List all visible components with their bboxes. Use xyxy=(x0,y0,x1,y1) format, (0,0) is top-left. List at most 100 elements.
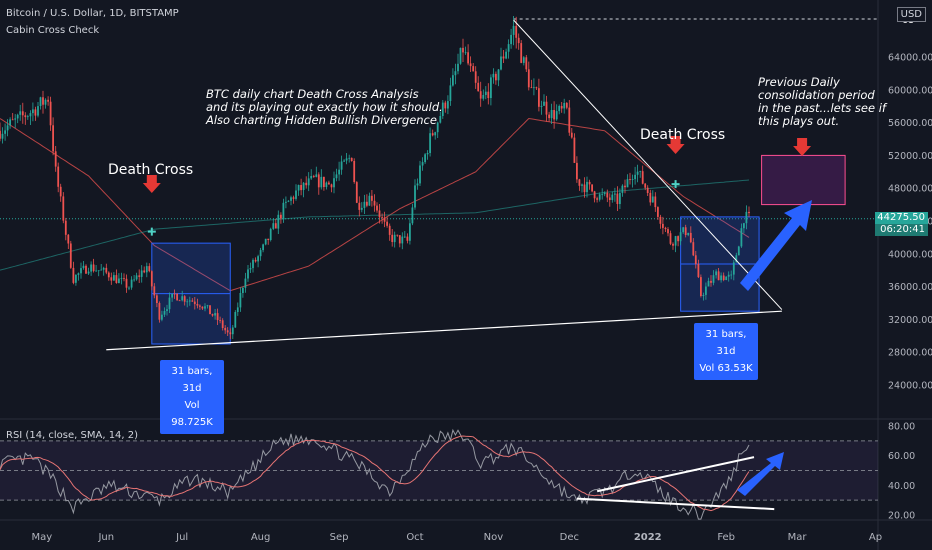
candle-down[interactable] xyxy=(578,179,581,186)
candle-down[interactable] xyxy=(657,207,659,217)
candle-down[interactable] xyxy=(583,184,586,193)
candle-up[interactable] xyxy=(543,101,545,106)
candle-up[interactable] xyxy=(95,270,97,272)
candle-up[interactable] xyxy=(639,171,642,172)
candle-up[interactable] xyxy=(745,211,748,224)
candle-down[interactable] xyxy=(305,182,308,186)
candle-down[interactable] xyxy=(47,99,49,102)
candle-up[interactable] xyxy=(128,287,130,289)
candle-down[interactable] xyxy=(221,320,224,328)
candlestick-series[interactable] xyxy=(0,16,750,339)
candle-down[interactable] xyxy=(689,232,692,243)
candle-up[interactable] xyxy=(614,193,616,195)
candle-down[interactable] xyxy=(125,278,128,288)
candle-up[interactable] xyxy=(447,101,449,109)
candle-down[interactable] xyxy=(553,110,555,120)
candle-up[interactable] xyxy=(631,179,634,180)
candle-up[interactable] xyxy=(188,300,191,302)
candle-down[interactable] xyxy=(477,82,480,92)
candle-up[interactable] xyxy=(674,236,677,246)
candle-down[interactable] xyxy=(502,56,505,59)
candle-up[interactable] xyxy=(533,87,535,89)
candle-down[interactable] xyxy=(191,300,194,302)
candle-up[interactable] xyxy=(634,174,636,180)
candle-up[interactable] xyxy=(626,179,629,188)
candle-down[interactable] xyxy=(644,183,647,188)
candle-down[interactable] xyxy=(373,200,376,206)
candle-up[interactable] xyxy=(409,223,411,241)
candle-down[interactable] xyxy=(267,238,270,240)
candle-down[interactable] xyxy=(378,210,381,218)
candle-down[interactable] xyxy=(153,286,156,296)
candle-up[interactable] xyxy=(206,305,209,307)
symbol-title[interactable]: Bitcoin / U.S. Dollar, 1D, BITSTAMP xyxy=(6,8,179,19)
candle-up[interactable] xyxy=(707,280,710,287)
candle-up[interactable] xyxy=(682,227,685,233)
candle-up[interactable] xyxy=(77,273,80,275)
candle-up[interactable] xyxy=(490,77,492,98)
candle-down[interactable] xyxy=(226,330,229,333)
candle-up[interactable] xyxy=(439,116,442,123)
candle-down[interactable] xyxy=(677,236,679,242)
candle-up[interactable] xyxy=(39,97,42,106)
candle-down[interactable] xyxy=(183,296,186,302)
candle-down[interactable] xyxy=(143,270,146,273)
candle-up[interactable] xyxy=(343,160,345,162)
candle-down[interactable] xyxy=(629,179,631,180)
candle-down[interactable] xyxy=(42,97,44,105)
candle-up[interactable] xyxy=(14,118,17,120)
candle-up[interactable] xyxy=(702,295,705,296)
candle-down[interactable] xyxy=(593,191,596,199)
candle-down[interactable] xyxy=(69,243,72,268)
candle-up[interactable] xyxy=(186,301,189,303)
candle-down[interactable] xyxy=(462,47,464,53)
candle-up[interactable] xyxy=(310,176,313,179)
candle-down[interactable] xyxy=(371,195,373,201)
candle-up[interactable] xyxy=(290,197,292,201)
candle-up[interactable] xyxy=(732,262,735,275)
time-axis[interactable]: May Jun Jul Aug Sep Oct Nov Dec 2022 Feb Mar Ap xyxy=(31,532,882,543)
candle-down[interactable] xyxy=(224,328,227,331)
candle-down[interactable] xyxy=(72,267,75,283)
candle-up[interactable] xyxy=(335,174,338,179)
candle-down[interactable] xyxy=(467,52,469,64)
candle-down[interactable] xyxy=(568,107,571,133)
candle-up[interactable] xyxy=(687,232,690,236)
candle-down[interactable] xyxy=(85,265,87,274)
candle-up[interactable] xyxy=(737,246,740,256)
candle-up[interactable] xyxy=(636,171,639,175)
candle-down[interactable] xyxy=(0,130,1,139)
candle-up[interactable] xyxy=(507,44,510,52)
candle-up[interactable] xyxy=(436,122,439,133)
candle-up[interactable] xyxy=(563,103,566,109)
candle-up[interactable] xyxy=(558,106,561,112)
candle-up[interactable] xyxy=(401,236,404,244)
candle-up[interactable] xyxy=(419,165,421,184)
candle-up[interactable] xyxy=(727,274,730,277)
candle-up[interactable] xyxy=(421,162,424,166)
candle-up[interactable] xyxy=(16,114,19,119)
candle-down[interactable] xyxy=(52,125,54,152)
candle-up[interactable] xyxy=(338,169,340,175)
candle-down[interactable] xyxy=(110,277,113,281)
candle-up[interactable] xyxy=(393,234,396,243)
candle-down[interactable] xyxy=(312,176,315,177)
candle-down[interactable] xyxy=(576,162,578,180)
candle-down[interactable] xyxy=(254,259,257,262)
candle-up[interactable] xyxy=(416,183,419,186)
candle-down[interactable] xyxy=(209,305,211,315)
candle-down[interactable] xyxy=(11,119,14,121)
candle-down[interactable] xyxy=(527,69,530,88)
candle-down[interactable] xyxy=(588,181,591,185)
candle-up[interactable] xyxy=(102,267,105,270)
candle-down[interactable] xyxy=(515,25,518,38)
candle-up[interactable] xyxy=(130,279,133,288)
candle-up[interactable] xyxy=(484,91,487,95)
candle-up[interactable] xyxy=(452,75,454,86)
candle-up[interactable] xyxy=(80,268,82,274)
candle-down[interactable] xyxy=(396,234,399,236)
candle-down[interactable] xyxy=(201,306,204,309)
candle-up[interactable] xyxy=(26,116,29,118)
candle-down[interactable] xyxy=(219,320,221,321)
